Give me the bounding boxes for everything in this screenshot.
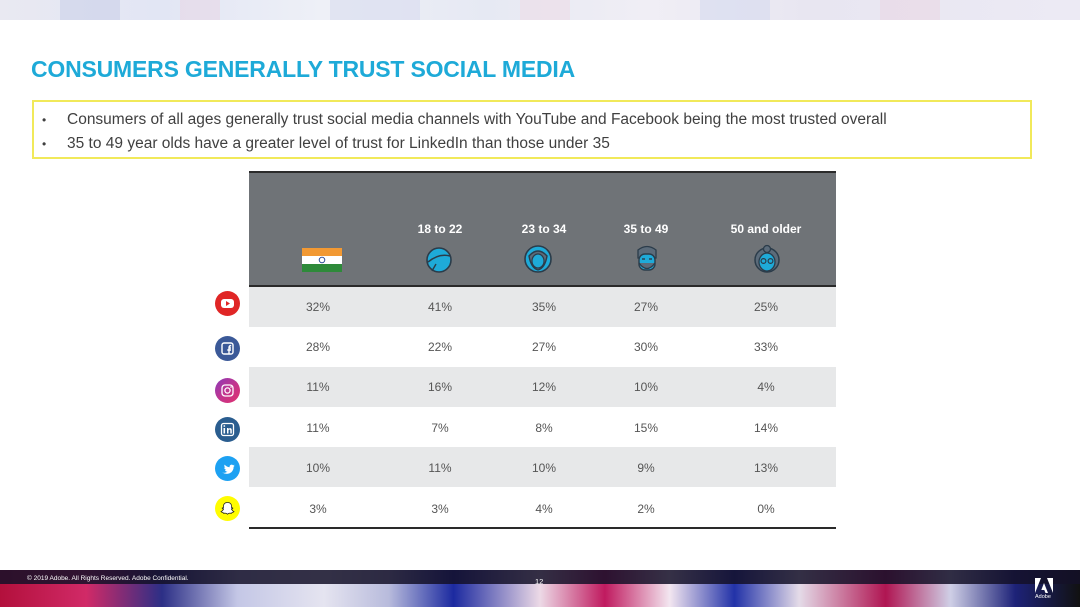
cell-youtube-23-34: 35% [531,300,557,314]
cell-youtube-35-49: 27% [633,300,659,314]
bullet-text: 35 to 49 year olds have a greater level … [67,135,610,152]
cell-linkedin-50-older: 14% [753,421,779,435]
linkedin-icon [215,417,240,442]
copyright-text: © 2019 Adobe. All Rights Reserved. Adobe… [27,575,189,582]
cell-twitter-50-older: 13% [753,461,779,475]
table-bottom-rule [249,527,836,529]
footer-band [0,570,1080,607]
cell-youtube-18-22: 41% [427,300,453,314]
cell-snapchat-50-older: 0% [757,502,775,516]
facebook-icon [215,336,240,361]
column-header-18-22: 18 to 22 [417,222,463,236]
cell-instagram-18-22: 16% [427,380,453,394]
bearded-man-icon [637,245,657,271]
cell-snapchat-india: 3% [309,502,327,516]
key-findings-callout: • Consumers of all ages generally trust … [32,100,1032,159]
cell-linkedin-india: 11% [306,421,330,435]
cell-twitter-35-49: 9% [637,461,655,475]
footer-dark-strip [0,570,1080,584]
woman-icon [524,245,552,273]
column-header-35-49: 35 to 49 [623,222,669,236]
older-person-icon [754,244,780,273]
table-header-rule [249,285,836,287]
cell-instagram-35-49: 10% [633,380,659,394]
cell-twitter-23-34: 10% [531,461,557,475]
cell-youtube-india: 32% [305,300,331,314]
adobe-logo-text: Adobe [1035,594,1051,600]
table-row-instagram [249,367,836,407]
bullet-text: Consumers of all ages generally trust so… [67,111,887,128]
cell-snapchat-23-34: 4% [535,502,553,516]
cell-twitter-india: 10% [305,461,331,475]
cell-instagram-23-34: 12% [531,380,557,394]
youtube-icon [215,291,240,316]
snapchat-icon [215,496,240,521]
cell-snapchat-35-49: 2% [637,502,655,516]
page-number: 12 [535,577,544,586]
bullet-symbol: • [42,137,47,151]
cell-twitter-18-22: 11% [428,461,452,475]
cell-instagram-50-older: 4% [757,380,775,394]
top-decorative-band [0,0,1080,20]
cell-linkedin-18-22: 7% [431,421,449,435]
cell-facebook-india: 28% [305,340,331,354]
cell-linkedin-23-34: 8% [535,421,553,435]
table-row-twitter [249,447,836,487]
cell-facebook-35-49: 30% [633,340,659,354]
cell-linkedin-35-49: 15% [633,421,659,435]
cell-facebook-23-34: 27% [531,340,557,354]
bullet-symbol: • [42,113,47,127]
instagram-icon [215,378,240,403]
adobe-logo-icon [1035,578,1053,593]
young-person-icon [426,247,452,273]
india-flag-icon [302,248,342,272]
column-header-50-older: 50 and older [730,222,802,236]
cell-youtube-50-older: 25% [753,300,779,314]
cell-facebook-18-22: 22% [427,340,453,354]
page-title: CONSUMERS GENERALLY TRUST SOCIAL MEDIA [31,56,576,82]
cell-facebook-50-older: 33% [753,340,779,354]
cell-snapchat-18-22: 3% [431,502,449,516]
table-row-youtube [249,287,836,327]
table-top-rule [249,171,836,173]
cell-instagram-india: 11% [306,380,330,394]
column-header-23-34: 23 to 34 [521,222,567,236]
twitter-icon [215,456,240,481]
